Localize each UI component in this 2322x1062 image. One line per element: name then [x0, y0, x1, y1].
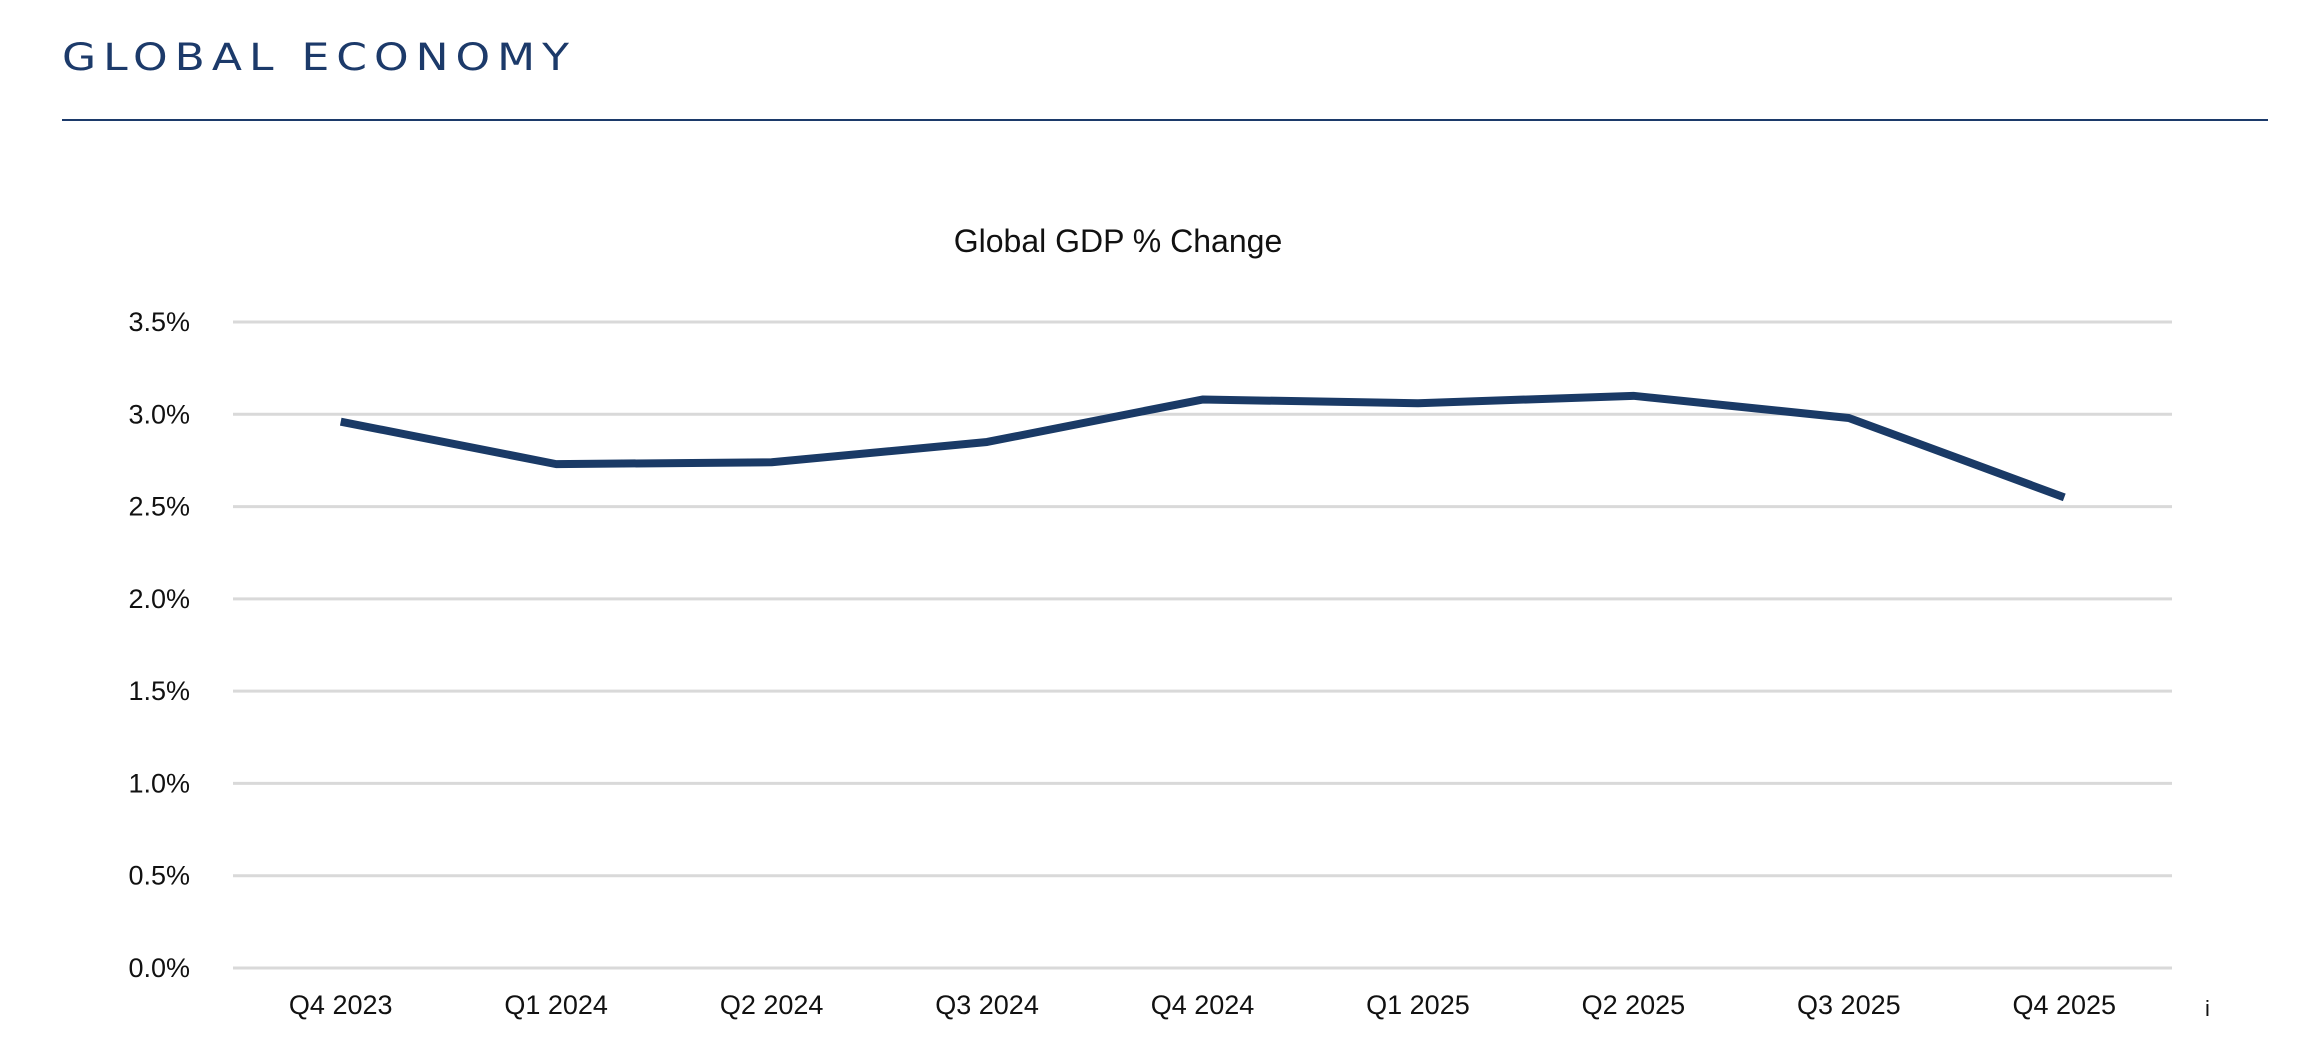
x-tick-label: Q2 2025 — [1582, 990, 1686, 1020]
y-tick-label: 1.5% — [128, 676, 190, 706]
stray-mark: i — [2205, 996, 2210, 1021]
x-tick-label: Q3 2024 — [935, 990, 1039, 1020]
y-tick-label: 2.5% — [128, 492, 190, 522]
chart-title: Global GDP % Change — [954, 223, 1282, 259]
x-tick-label: Q2 2024 — [720, 990, 824, 1020]
y-tick-label: 0.0% — [128, 953, 190, 983]
y-tick-label: 3.0% — [128, 399, 190, 429]
header-divider — [62, 119, 2268, 121]
y-tick-label: 0.5% — [128, 861, 190, 891]
page-title: GLOBAL ECONOMY — [62, 36, 577, 80]
y-tick-label: 1.0% — [128, 768, 190, 798]
x-tick-label: Q1 2025 — [1366, 990, 1470, 1020]
x-tick-label: Q4 2025 — [2012, 990, 2116, 1020]
x-tick-label: Q4 2023 — [289, 990, 393, 1020]
y-tick-label: 2.0% — [128, 584, 190, 614]
x-tick-label: Q4 2024 — [1151, 990, 1255, 1020]
series-line — [339, 391, 2066, 502]
x-tick-label: Q1 2024 — [504, 990, 608, 1020]
x-tick-label: Q3 2025 — [1797, 990, 1901, 1020]
y-tick-label: 3.5% — [128, 307, 190, 337]
